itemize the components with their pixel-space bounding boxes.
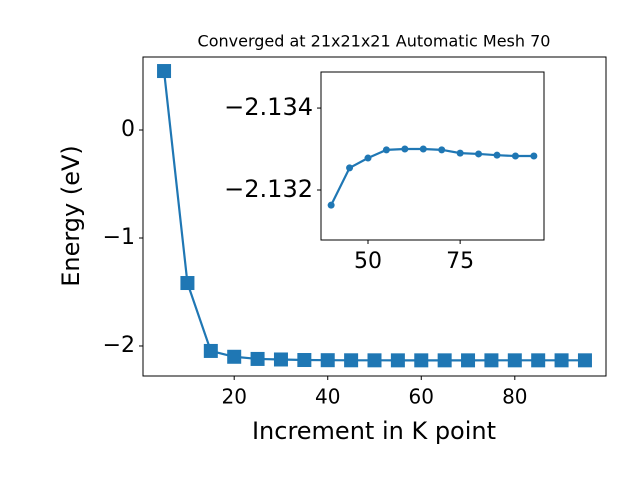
point bbox=[530, 152, 538, 160]
point bbox=[364, 154, 372, 162]
y-tick-label: −2.134 bbox=[224, 93, 313, 121]
point bbox=[157, 64, 172, 79]
y-axis-label: Energy (eV) bbox=[57, 145, 85, 287]
point bbox=[346, 164, 354, 172]
y-tick-label: −2.132 bbox=[224, 175, 313, 203]
x-tick-label: 20 bbox=[221, 385, 246, 409]
point bbox=[180, 276, 195, 291]
point bbox=[250, 351, 265, 366]
point bbox=[531, 353, 546, 368]
x-tick-label: 40 bbox=[315, 385, 340, 409]
point bbox=[461, 353, 476, 368]
point bbox=[507, 353, 522, 368]
point bbox=[344, 353, 359, 368]
point bbox=[382, 146, 390, 154]
x-tick-label: 60 bbox=[409, 385, 434, 409]
point bbox=[419, 145, 427, 153]
point bbox=[484, 353, 499, 368]
point bbox=[438, 146, 446, 154]
x-tick-label: 75 bbox=[446, 249, 474, 274]
point bbox=[401, 145, 409, 153]
point bbox=[297, 353, 312, 368]
x-tick-label: 80 bbox=[502, 385, 527, 409]
point bbox=[390, 353, 405, 368]
y-tick-label: −1 bbox=[103, 225, 135, 250]
point bbox=[554, 353, 569, 368]
point bbox=[511, 152, 519, 160]
point bbox=[475, 150, 483, 158]
chart-title: Converged at 21x21x21 Automatic Mesh 70 bbox=[198, 32, 551, 51]
y-tick-label: −2 bbox=[103, 333, 135, 358]
point bbox=[320, 353, 335, 368]
point bbox=[437, 353, 452, 368]
point bbox=[577, 353, 592, 368]
point bbox=[203, 343, 218, 358]
point bbox=[456, 149, 464, 157]
y-tick-label: 0 bbox=[121, 117, 135, 142]
x-tick-label: 50 bbox=[354, 249, 382, 274]
x-axis-label: Increment in K point bbox=[252, 417, 496, 445]
point bbox=[327, 201, 335, 209]
point bbox=[493, 151, 501, 159]
point bbox=[227, 349, 242, 364]
point bbox=[367, 353, 382, 368]
point bbox=[414, 353, 429, 368]
point bbox=[273, 352, 288, 367]
